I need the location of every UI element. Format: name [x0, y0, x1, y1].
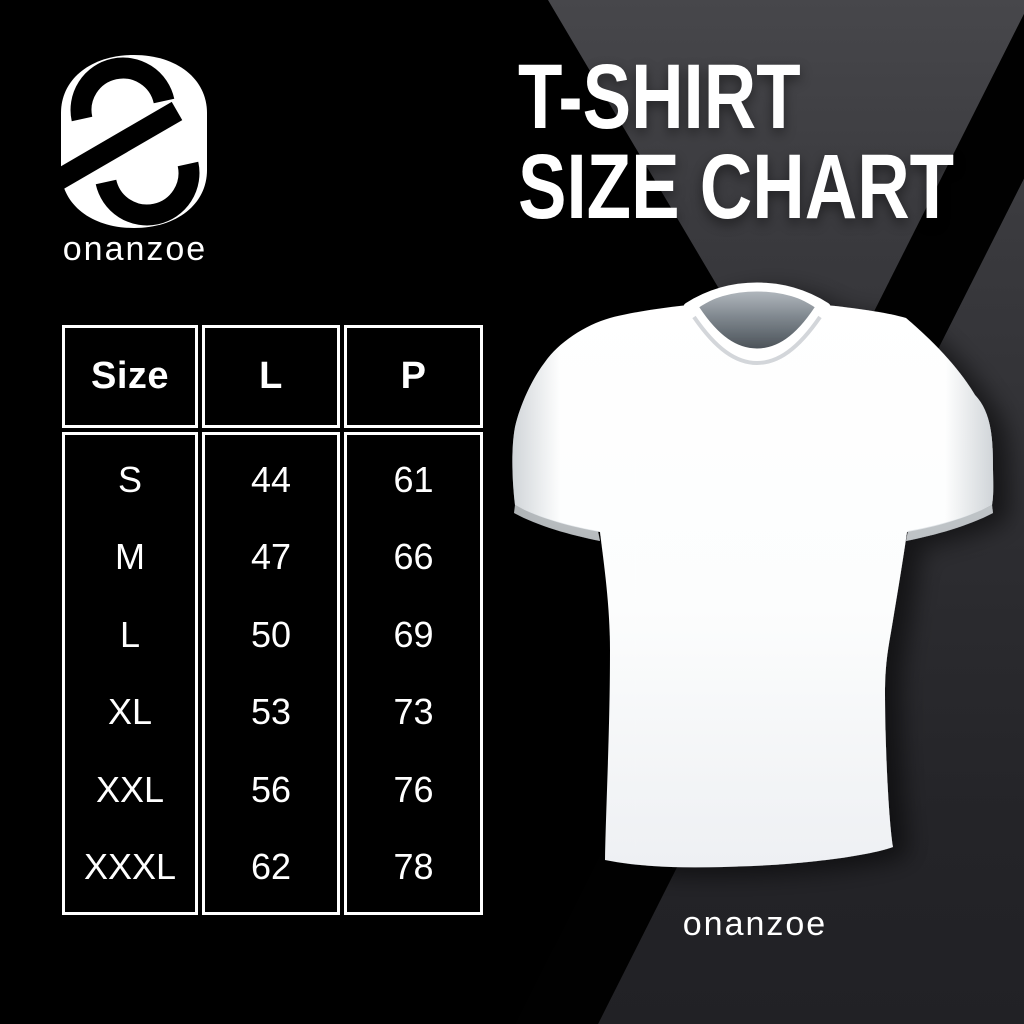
length-cell: 62	[250, 846, 292, 888]
column-header-size: Size	[62, 325, 198, 428]
width-column: 61 66 69 73 76 78	[344, 432, 483, 915]
width-cell: 69	[393, 613, 434, 655]
width-cell: 61	[393, 458, 434, 500]
brand-logo: onanzoe	[61, 55, 225, 268]
width-cell: 76	[393, 768, 434, 810]
tshirt-image	[512, 282, 994, 868]
size-column: S M L XL XXL XXXL	[62, 432, 198, 915]
length-cell: 53	[250, 691, 292, 733]
onanzoe-monogram-icon	[61, 55, 207, 228]
title-line-1: T-SHIRT	[518, 46, 801, 148]
column-header-p: P	[344, 325, 483, 428]
length-cell: 47	[250, 536, 292, 578]
width-cell: 78	[393, 846, 434, 888]
width-cell: 66	[393, 536, 434, 578]
length-column: 44 47 50 53 56 62	[202, 432, 340, 915]
poster-title: T-SHIRT SIZE CHART	[518, 46, 955, 238]
size-cell: L	[119, 613, 141, 655]
size-cell: M	[115, 536, 145, 578]
size-cell: S	[117, 458, 142, 500]
length-cell: 50	[250, 613, 292, 655]
size-cell: XL	[107, 691, 153, 733]
size-cell: XXXL	[83, 846, 177, 888]
column-header-l: L	[202, 325, 340, 428]
brand-wordmark: onanzoe	[62, 230, 208, 268]
title-line-2: SIZE CHART	[518, 136, 955, 238]
size-chart-table: Size L P S M L XL XXL XXXL 44 47 50 53 5…	[62, 325, 489, 915]
length-cell: 56	[250, 768, 292, 810]
size-cell: XXL	[95, 768, 165, 810]
footer-brand-wordmark: onanzoe	[682, 905, 828, 943]
length-cell: 44	[250, 458, 292, 500]
width-cell: 73	[393, 691, 434, 733]
